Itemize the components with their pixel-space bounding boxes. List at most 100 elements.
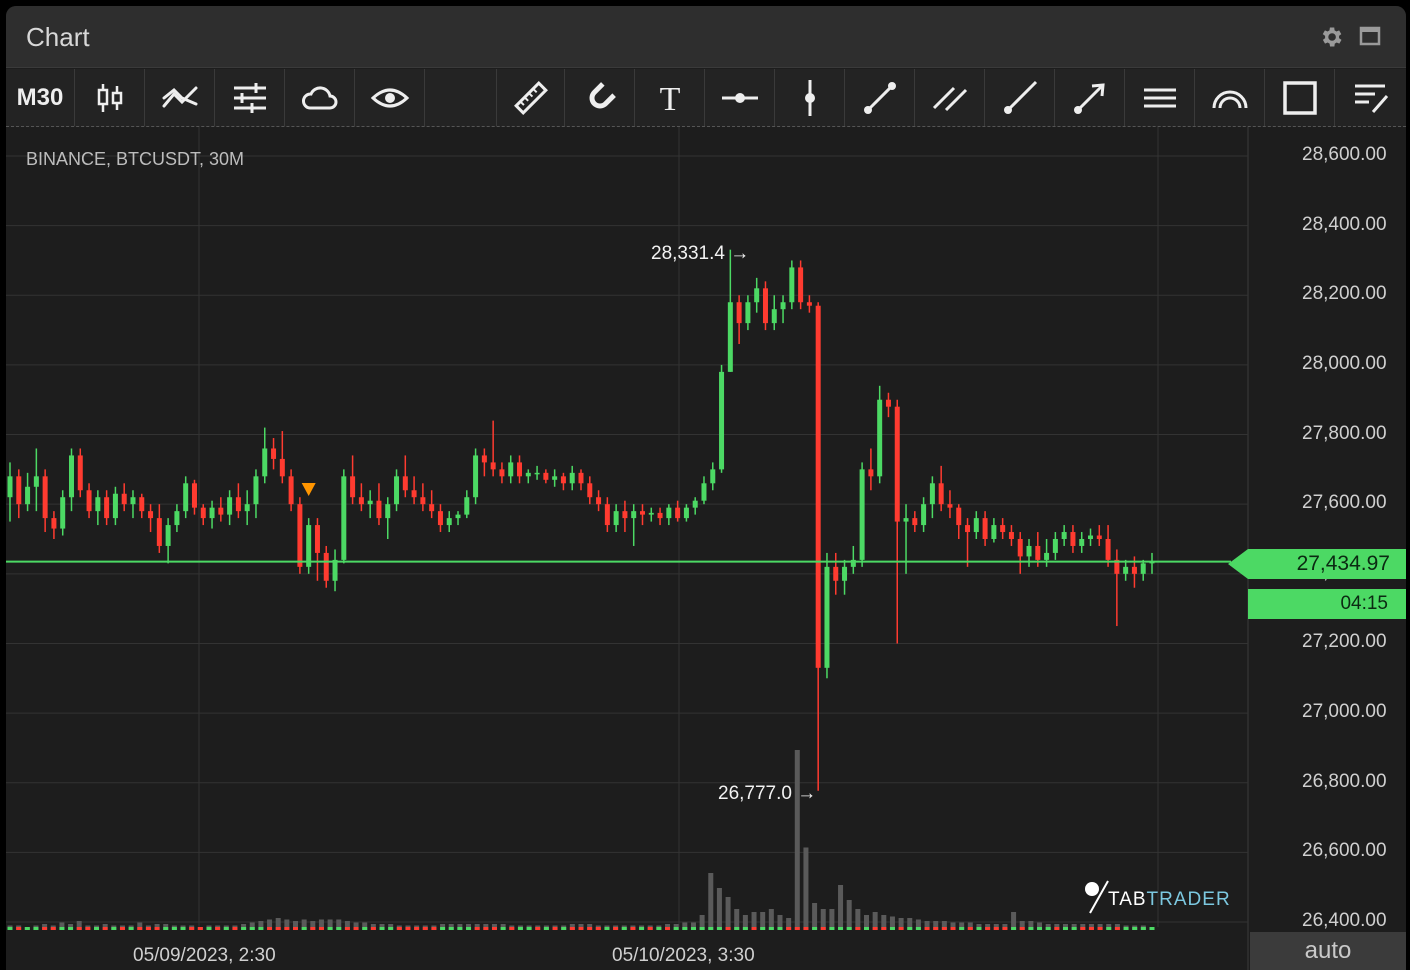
vertical-line-button[interactable] — [776, 69, 845, 126]
horizontal-ray-button[interactable] — [706, 69, 775, 126]
arrow-line-button[interactable] — [1056, 69, 1125, 126]
volume-bar-base — [898, 927, 904, 930]
volume-bar — [777, 915, 783, 930]
candle-body — [411, 490, 417, 498]
candle-body — [481, 455, 487, 463]
volume-bar-base — [786, 927, 792, 930]
volume-bar-base — [466, 927, 472, 930]
candle-body — [921, 504, 927, 526]
timeframe-button[interactable]: M30 — [6, 69, 75, 126]
candles-icon — [97, 83, 123, 112]
candle-body — [1105, 539, 1111, 560]
candle-body — [402, 476, 408, 491]
volume-bar — [293, 921, 298, 930]
volume-bar-base — [388, 927, 394, 930]
maximize-icon[interactable] — [1358, 24, 1382, 48]
candle-body — [1052, 539, 1058, 553]
gear-icon[interactable] — [1318, 24, 1344, 50]
volume-bar — [915, 919, 921, 930]
candle-body — [156, 518, 162, 546]
volume-bar-base — [1123, 927, 1129, 930]
candle-body — [385, 504, 391, 519]
volume-bar — [336, 919, 342, 930]
volume-bar-base — [569, 927, 575, 930]
volume-bar-base — [915, 927, 921, 930]
ray-button[interactable] — [986, 69, 1055, 126]
volume-bar — [838, 885, 844, 930]
candle-body — [560, 476, 566, 484]
candle-body — [727, 302, 733, 372]
volume-bar-base — [232, 927, 238, 930]
candle-body — [227, 497, 233, 515]
title-bar: Chart — [6, 6, 1406, 68]
volume-bar — [59, 922, 65, 930]
candle-body — [86, 490, 92, 512]
magnet-button[interactable] — [566, 69, 635, 126]
cloud-button[interactable] — [286, 69, 355, 126]
edit-list-button[interactable] — [1336, 69, 1405, 126]
candle-body — [25, 486, 31, 505]
volume-bar-base — [907, 927, 913, 930]
volume-bar-base — [535, 927, 541, 930]
trend-line-button[interactable] — [846, 69, 915, 126]
volume-bar-base — [976, 927, 982, 930]
candle-body — [965, 525, 971, 533]
volume-bar — [310, 921, 316, 930]
volume-bar-base — [941, 927, 947, 930]
candle-body — [622, 511, 628, 519]
auto-scale-button[interactable]: auto — [1250, 932, 1406, 970]
candle-body — [112, 493, 118, 519]
volume-bar-base — [318, 927, 324, 930]
candle-body — [639, 511, 645, 515]
visibility-button[interactable] — [356, 69, 425, 126]
volume-bar-base — [293, 927, 298, 930]
candle-body — [991, 525, 997, 539]
volume-bar-base — [154, 927, 160, 930]
candle-body — [692, 500, 698, 508]
volume-bar-base — [595, 927, 601, 930]
volume-bar-base — [838, 927, 844, 930]
candlestick-chart[interactable] — [6, 127, 1406, 970]
rectangle-button[interactable] — [1266, 69, 1335, 126]
volume-bar — [855, 909, 861, 930]
volume-bar-base — [630, 927, 636, 930]
trend-line-icon — [864, 81, 896, 114]
volume-bar-base — [102, 927, 108, 930]
candle-body — [1070, 532, 1076, 546]
volume-bar — [327, 919, 333, 930]
ruler-button[interactable] — [496, 69, 565, 126]
candle-body — [288, 476, 294, 505]
candle-body — [613, 511, 619, 526]
volume-bar-base — [760, 927, 766, 930]
y-tick-label: 28,000.00 — [1302, 352, 1387, 374]
eye-icon — [370, 88, 410, 107]
candle-body — [1008, 532, 1014, 539]
candle-body — [675, 507, 681, 519]
candle-body — [938, 483, 944, 505]
text-button[interactable]: T — [636, 69, 705, 126]
magnet-icon — [589, 81, 616, 108]
volume-bar — [959, 922, 965, 930]
fibonacci-arc-button[interactable] — [1196, 69, 1265, 126]
volume-bar-base — [33, 927, 39, 930]
chart-type-button[interactable] — [76, 69, 145, 126]
volume-bar-base — [803, 927, 809, 930]
volume-bar — [967, 922, 973, 930]
rectangle-icon — [1283, 80, 1317, 115]
timeframe-label: M30 — [16, 83, 64, 111]
settings-button[interactable] — [216, 69, 285, 126]
volume-bar-base — [353, 927, 359, 930]
volume-bar-base — [275, 927, 281, 930]
volume-bar-base — [699, 927, 705, 930]
chart-plot-area[interactable]: BINANCE, BTCUSDT, 30M 28,600.00 28,400.00… — [6, 127, 1406, 970]
watermark-text: TABTRADER — [1108, 889, 1231, 911]
candle-body — [490, 462, 496, 470]
volume-bar-base — [223, 927, 229, 930]
drawing-toolbar: M30 T — [6, 69, 1406, 127]
parallel-channel-button[interactable] — [916, 69, 985, 126]
price-tag — [1228, 549, 1406, 579]
horizontal-lines-button[interactable] — [1126, 69, 1195, 126]
candle-body — [350, 476, 356, 498]
volume-bar — [725, 897, 731, 930]
indicators-button[interactable] — [146, 69, 215, 126]
